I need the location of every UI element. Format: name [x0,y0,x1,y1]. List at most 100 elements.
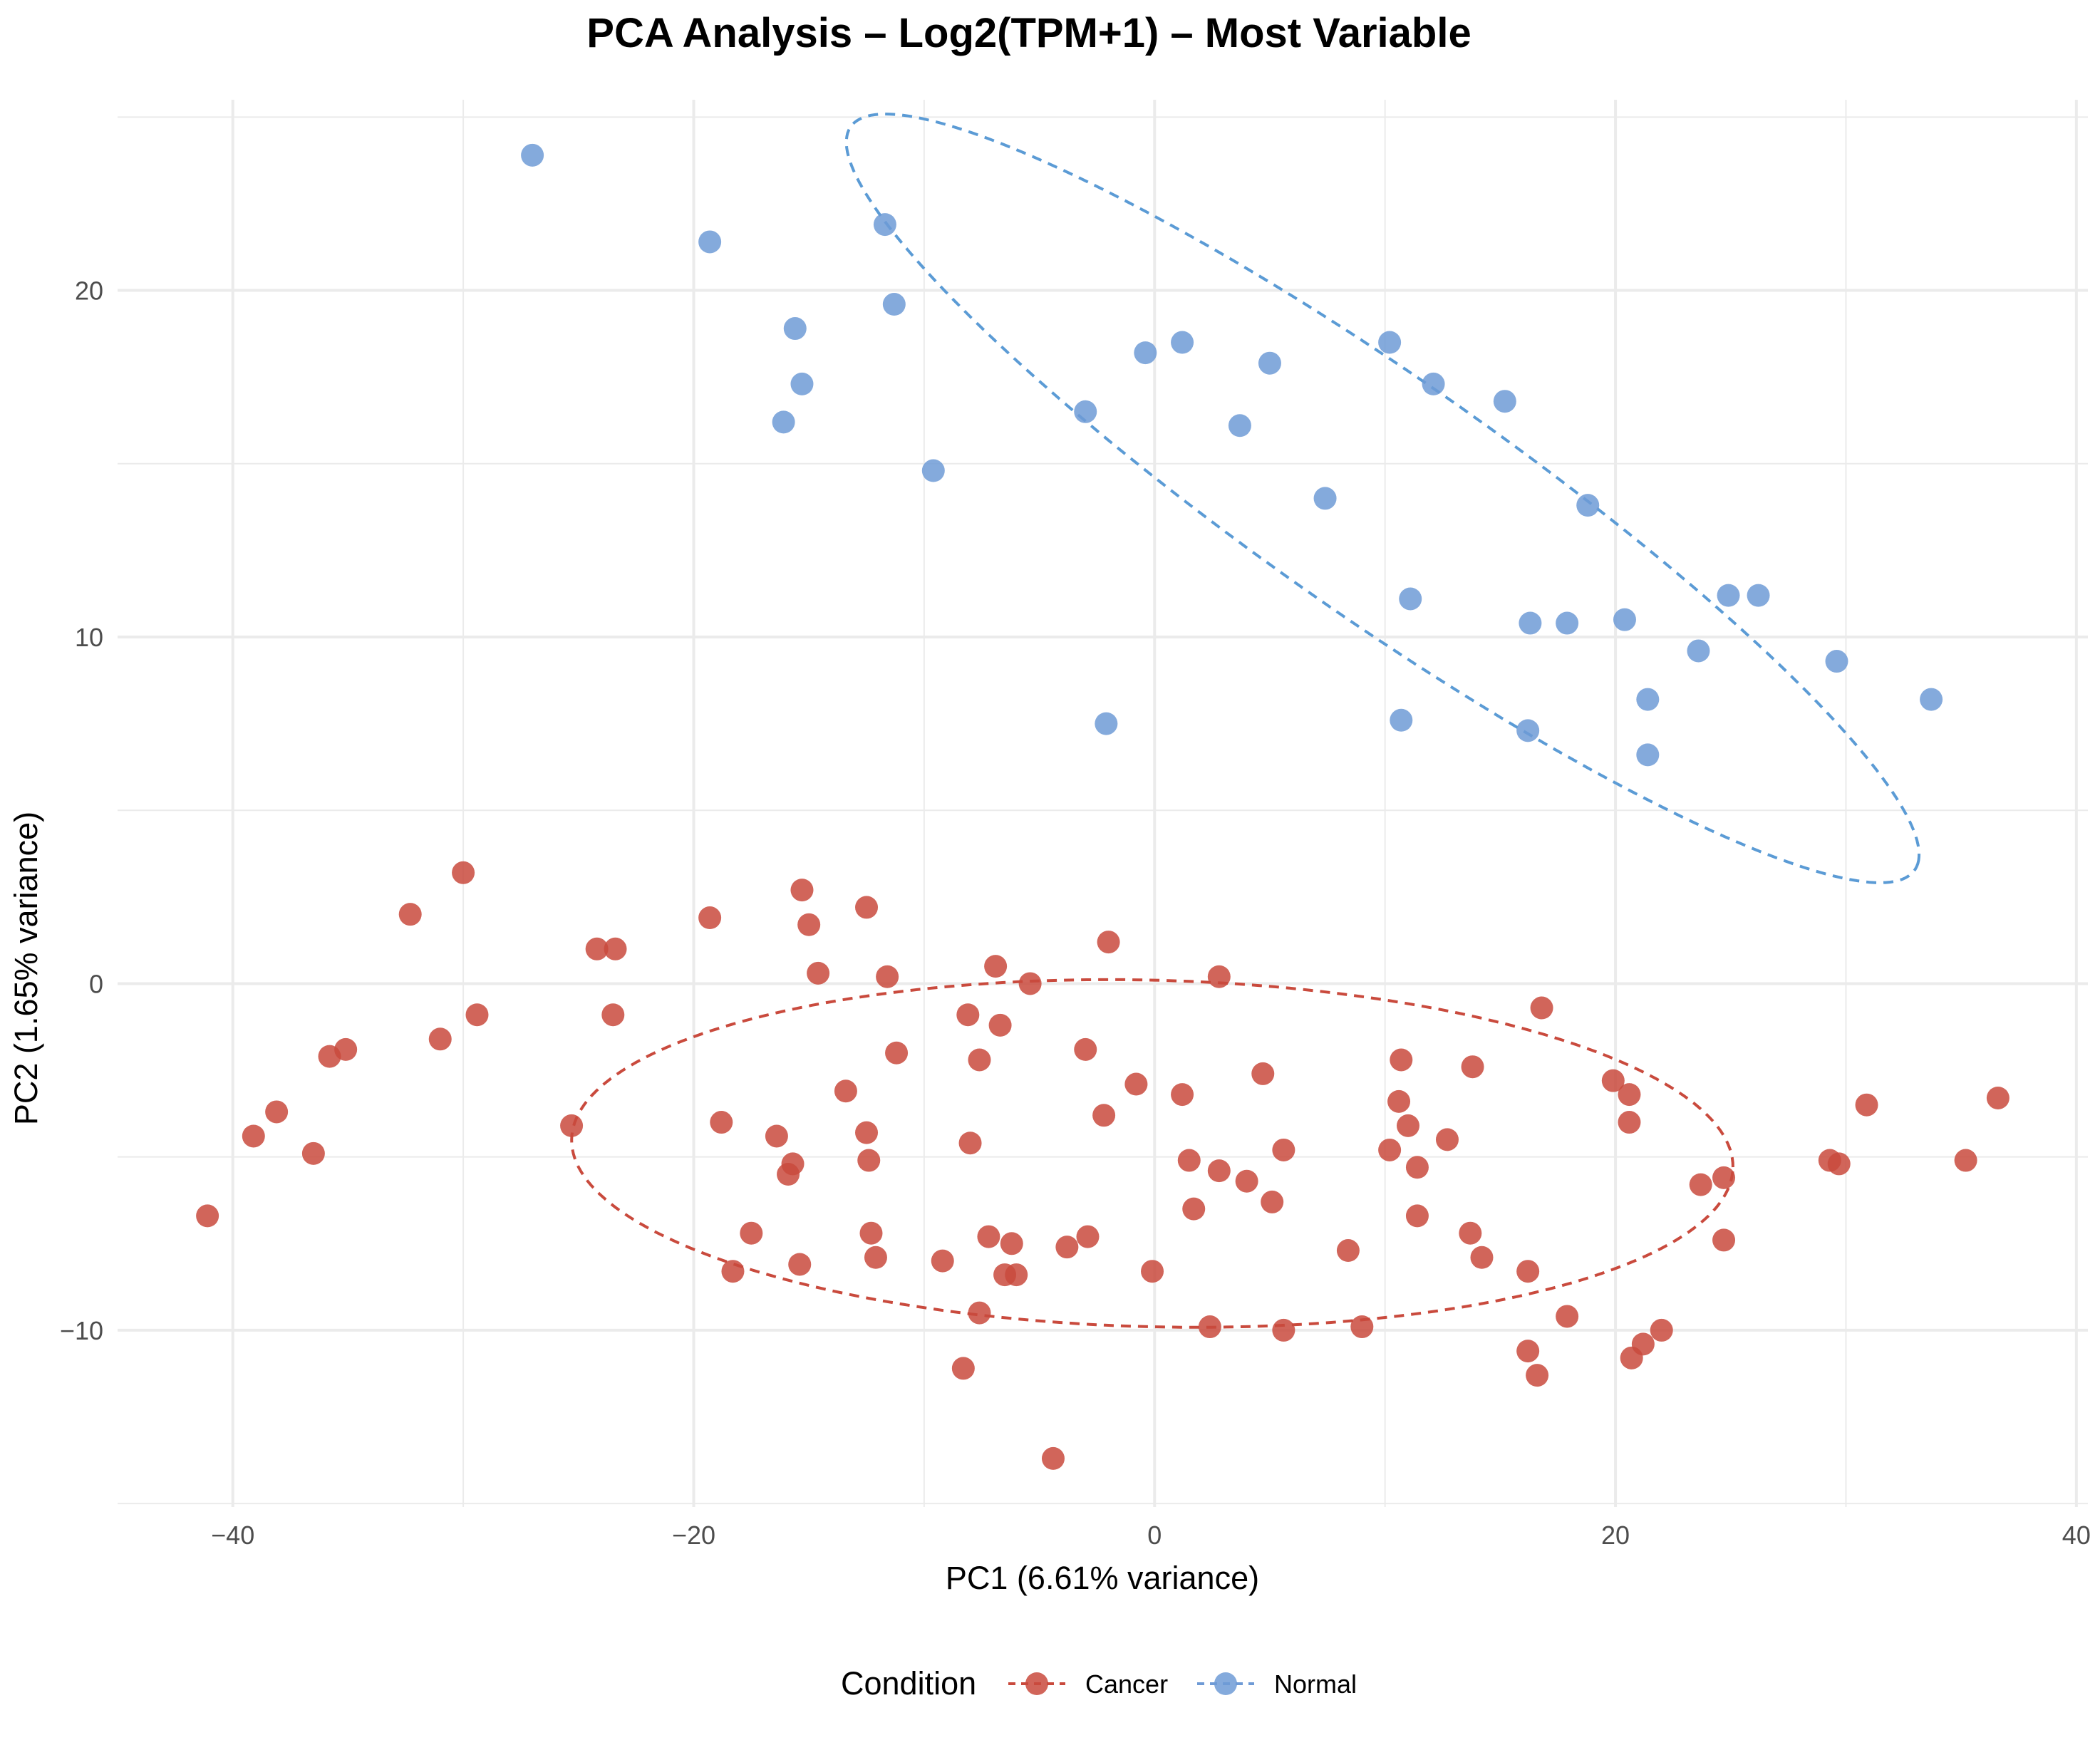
point-cancer [452,861,475,884]
point-normal [1576,494,1600,517]
point-cancer [1207,1159,1231,1183]
point-cancer [1986,1086,2010,1109]
point-cancer [1601,1069,1625,1092]
point-cancer [710,1111,733,1134]
point-normal [1074,400,1097,423]
point-normal [1717,584,1740,607]
point-cancer [977,1225,1000,1248]
point-cancer [1272,1138,1295,1161]
point-normal [882,293,906,316]
x-tick-label: −40 [211,1521,254,1550]
point-cancer [1177,1149,1201,1172]
legend-item-normal: Normal [1197,1669,1357,1699]
point-cancer [1516,1260,1540,1283]
x-axis-ticks: −40 −20 0 20 40 [211,1521,2091,1550]
point-cancer [1526,1364,1549,1387]
point-normal [1228,414,1251,437]
point-normal [921,459,945,482]
point-cancer [1171,1083,1194,1107]
legend-label-normal: Normal [1274,1669,1357,1699]
legend-item-cancer: Cancer [1008,1669,1168,1699]
point-cancer [1198,1315,1221,1339]
point-cancer [765,1124,788,1148]
point-normal [1920,688,1943,711]
point-cancer [585,937,609,960]
point-cancer [1000,1232,1023,1255]
point-normal [873,213,896,237]
point-cancer [196,1204,219,1228]
y-tick-label: 20 [75,276,103,306]
y-tick-label: −10 [60,1316,103,1345]
data-points [196,143,2010,1470]
point-cancer [740,1221,763,1245]
point-normal [1422,372,1445,395]
x-tick-label: 40 [2062,1521,2091,1550]
point-normal [1825,650,1848,673]
point-cancer [797,913,821,936]
point-cancer [1251,1062,1275,1085]
point-normal [1613,608,1636,631]
point-cancer [1074,1037,1097,1061]
point-cancer [857,1149,881,1172]
point-cancer [790,879,814,902]
point-cancer [1387,1089,1411,1113]
point-cancer [834,1079,857,1103]
point-cancer [1396,1114,1419,1137]
point-normal [790,372,814,395]
point-normal [1095,712,1118,735]
point-cancer [1005,1263,1028,1287]
point-cancer [1261,1190,1284,1213]
point-cancer [1855,1093,1878,1117]
point-cancer [1041,1446,1065,1470]
point-normal [1519,611,1542,635]
point-cancer [788,1253,812,1276]
point-normal [783,317,807,341]
x-tick-label: 20 [1601,1521,1630,1550]
point-cancer [1235,1169,1258,1193]
point-cancer [1470,1246,1494,1269]
point-cancer [1055,1236,1079,1259]
point-cancer [465,1003,489,1027]
point-cancer [1618,1083,1641,1107]
point-cancer [1390,1048,1413,1072]
point-cancer [601,1003,625,1027]
point-normal [1556,611,1579,635]
point-cancer [1435,1128,1459,1151]
point-cancer [604,937,627,960]
point-cancer [855,896,879,919]
point-cancer [1018,972,1042,995]
y-axis-ticks: −10 0 10 20 [60,276,103,1345]
point-normal [1516,719,1540,742]
point-cancer [1405,1204,1429,1228]
point-normal [1636,743,1660,767]
point-cancer [1631,1332,1655,1356]
legend-title: Condition [841,1665,976,1702]
point-normal [1313,487,1337,510]
legend-label-cancer: Cancer [1085,1669,1168,1699]
legend-key-point-normal [1214,1672,1237,1695]
point-cancer [855,1121,879,1144]
point-cancer [1405,1156,1429,1179]
point-normal [698,230,722,254]
point-cancer [876,965,899,988]
y-tick-label: 10 [75,623,103,652]
point-cancer [864,1246,887,1269]
point-cancer [1182,1197,1206,1221]
point-cancer [931,1249,954,1273]
point-cancer [781,1152,805,1176]
point-cancer [1689,1173,1712,1196]
point-cancer [885,1041,909,1065]
confidence-ellipses [570,112,1921,1329]
point-cancer [265,1100,289,1124]
x-axis-label: PC1 (6.61% variance) [946,1560,1259,1596]
point-cancer [1207,965,1231,988]
point-cancer [1459,1221,1482,1245]
point-normal [1687,639,1710,663]
point-cancer [1556,1305,1579,1328]
point-normal [1493,390,1516,413]
point-cancer [968,1048,991,1072]
point-cancer [242,1124,265,1148]
point-cancer [1461,1055,1484,1079]
point-cancer [1336,1239,1360,1263]
point-cancer [859,1221,883,1245]
